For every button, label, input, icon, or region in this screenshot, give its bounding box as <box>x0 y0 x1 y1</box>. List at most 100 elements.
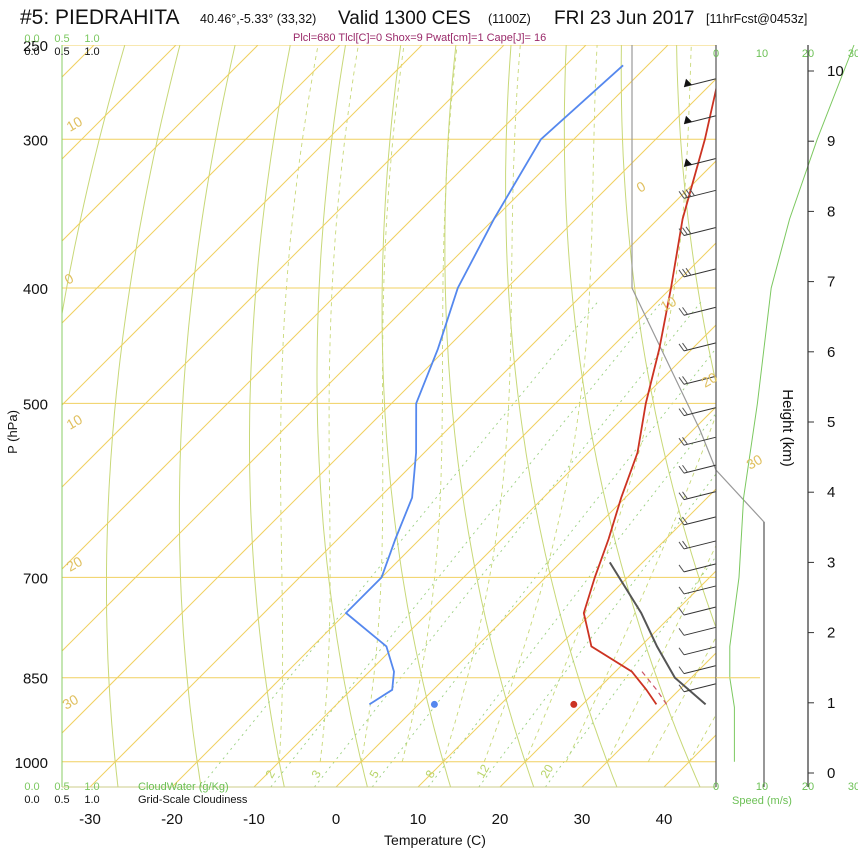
temperature-tick-label: -30 <box>79 811 101 828</box>
isotherm-label: 0 <box>62 270 77 288</box>
wind-barb <box>678 516 717 526</box>
barb-staff <box>683 540 717 550</box>
sounding-curves <box>344 64 716 708</box>
barb-feather <box>678 666 685 674</box>
barb-feather <box>678 437 685 446</box>
temperature-tick-label: 0 <box>332 811 340 828</box>
pressure-tick-label: 1000 <box>15 755 48 772</box>
height-tick-label: 3 <box>827 554 835 571</box>
isotherm-label: 20 <box>699 369 721 391</box>
barb-feather <box>682 342 688 351</box>
dry-adiabat <box>249 45 291 787</box>
barb-feather <box>682 516 688 525</box>
pressure-tick-label: 400 <box>23 281 48 298</box>
mixing-ratio-label: 20 <box>537 762 556 781</box>
temperature-curve <box>582 85 716 705</box>
wind-barb <box>678 464 717 474</box>
speed-tick-label-top: 20 <box>802 48 814 60</box>
height-tick-label: 8 <box>827 203 835 220</box>
barb-feather <box>678 541 685 550</box>
cloudwater-tick-top: 0.5 <box>54 33 69 45</box>
temperature-tick-label: 20 <box>492 811 509 828</box>
speed-tick-label-top: 0 <box>713 48 719 60</box>
hodograph-trace <box>709 45 763 707</box>
barb-feather <box>678 191 685 199</box>
cloudwater-tick-bottom: 0.0 <box>24 781 39 793</box>
wind-barb <box>678 306 717 316</box>
wind-barb <box>678 606 717 616</box>
station-title: #5: PIEDRAHITA <box>20 6 180 29</box>
mixing-ratio-label: 3 <box>308 767 324 780</box>
isotherm-line <box>746 45 858 787</box>
isotherm-line <box>62 45 505 488</box>
wind-barb <box>678 646 717 656</box>
isotherm-label: 10 <box>64 113 86 135</box>
barb-feather <box>678 376 685 385</box>
speed-tick-label-top: 30 <box>848 48 858 60</box>
wind-speed-profile <box>729 44 855 787</box>
barb-feather <box>682 464 688 473</box>
temperature-tick-label: 10 <box>410 811 427 828</box>
barb-feather <box>682 376 688 384</box>
speed-tick-label-bottom: 30 <box>848 781 858 793</box>
grid-lines <box>62 45 858 787</box>
isotherm-line <box>62 45 669 652</box>
wind-barbs <box>678 78 717 693</box>
moist-adiabat <box>483 45 598 762</box>
wind-barb <box>678 491 717 501</box>
cloudwater-tick-top: 0.0 <box>24 33 39 45</box>
surface-temperature-dot <box>570 700 578 708</box>
dewpoint-curve <box>344 64 624 706</box>
barb-feather <box>678 628 685 636</box>
dry-adiabat <box>316 45 368 787</box>
isotherm-line <box>171 242 716 787</box>
height-tick-label: 10 <box>827 63 844 80</box>
wind-barb <box>683 115 717 125</box>
barb-feather <box>678 465 685 474</box>
isotherm-label: 0 <box>634 178 649 196</box>
wind-barb <box>678 626 717 636</box>
dry-adiabat <box>620 45 716 629</box>
cloudwater-tick-top: 1.0 <box>84 33 99 45</box>
mixing-ratio-line <box>270 300 663 787</box>
barb-feather <box>678 492 685 500</box>
pressure-tick-label: 250 <box>23 38 48 55</box>
cloudiness-tick-top: 0.5 <box>54 46 69 58</box>
moist-adiabat <box>319 45 359 762</box>
speed-tick-label-bottom: 0 <box>713 781 719 793</box>
cloudiness-tick-bottom: 0.5 <box>54 794 69 806</box>
mixing-ratio-line <box>199 300 599 787</box>
barb-feather <box>682 227 688 235</box>
wind-barb <box>678 683 717 693</box>
speed-tick-label-bottom: 10 <box>756 781 768 793</box>
x-axis-title: Temperature (C) <box>384 832 486 848</box>
wind-barb <box>678 342 717 352</box>
wind-barb <box>678 188 717 199</box>
barb-staff <box>683 306 717 316</box>
barb-feather <box>678 343 685 352</box>
parcel-curve <box>608 561 707 706</box>
cloudwater-label: CloudWater (g/Kg) <box>138 781 229 793</box>
forecast-run: [11hrFcst@0453z] <box>706 12 807 26</box>
barb-staff <box>683 189 717 199</box>
barb-feather <box>678 307 685 316</box>
mixing-ratio-label: 12 <box>473 762 492 781</box>
barb-flag <box>684 158 692 167</box>
cloudwater-tick-bottom: 1.0 <box>84 781 99 793</box>
surface-dewpoint-dot <box>430 700 438 708</box>
mixing-ratio-line <box>427 412 716 787</box>
height-tick-label: 5 <box>827 414 835 431</box>
barb-staff <box>683 464 717 474</box>
barb-staff <box>683 407 717 417</box>
cloudiness-tick-top: 0.0 <box>24 46 39 58</box>
temperature-tick-label: -10 <box>243 811 265 828</box>
wind-barb <box>678 585 717 595</box>
wind-barb <box>678 563 717 573</box>
isotherm-label: 30 <box>60 691 82 713</box>
cloudiness-tick-bottom: 0.0 <box>24 794 39 806</box>
barb-feather <box>682 540 688 549</box>
height-axis-title: Height (km) <box>779 389 796 467</box>
cloudwater-tick-bottom: 0.5 <box>54 781 69 793</box>
